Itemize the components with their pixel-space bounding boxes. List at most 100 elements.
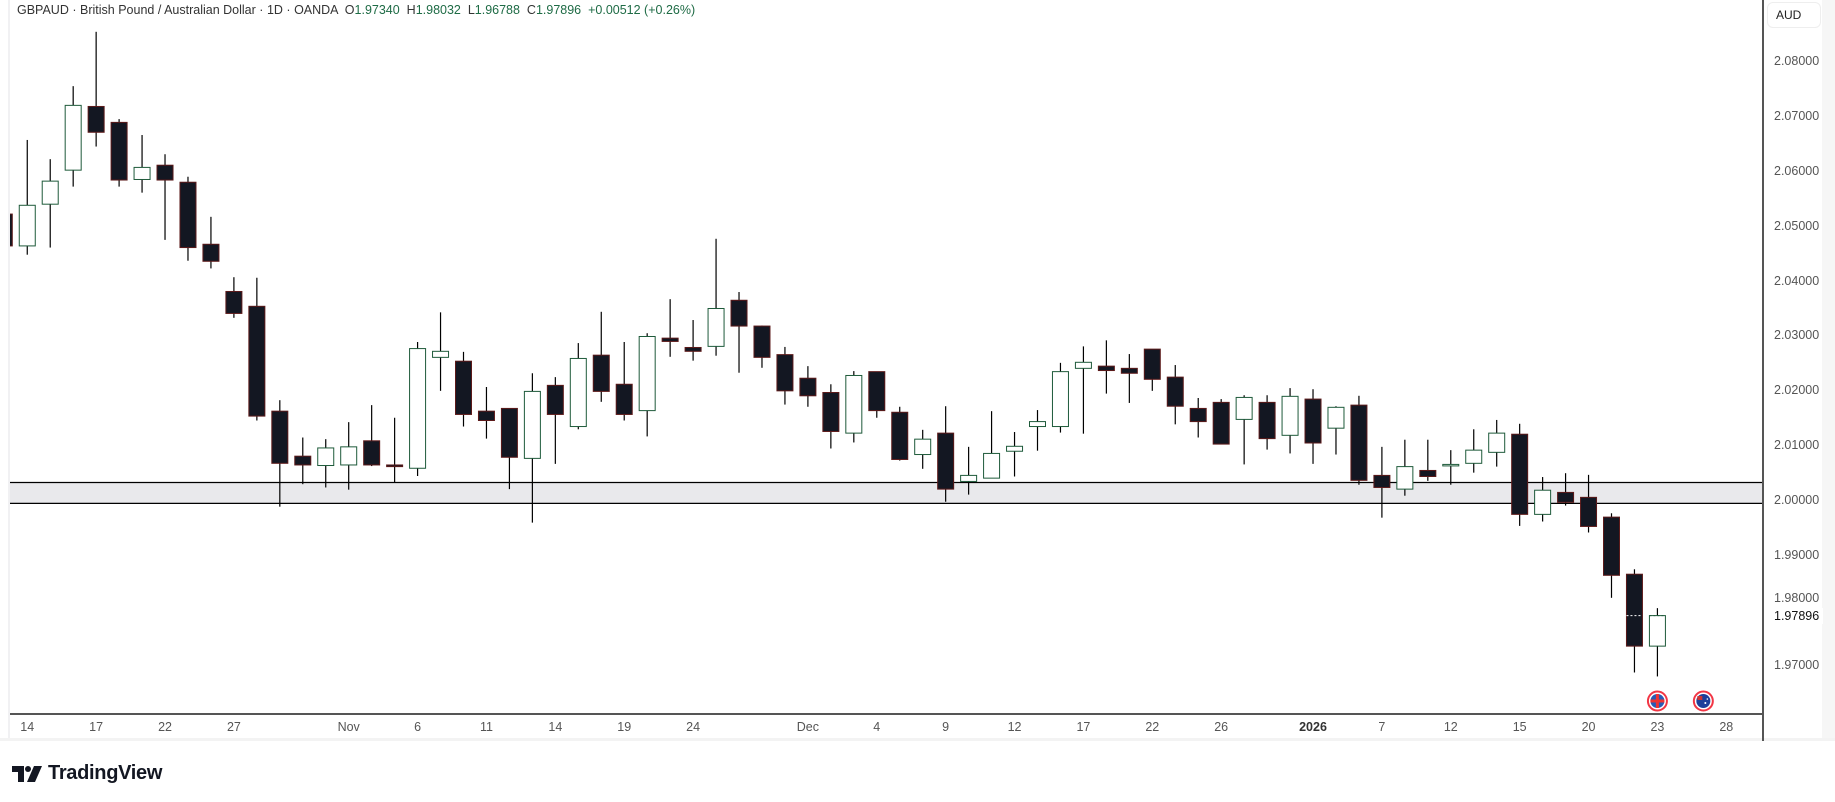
time-axis-label: 7 bbox=[1378, 720, 1386, 734]
left-edge bbox=[8, 0, 10, 741]
bullish-candle[interactable] bbox=[1235, 396, 1253, 420]
bearish-candle[interactable] bbox=[891, 411, 909, 460]
bullish-candle[interactable] bbox=[409, 348, 427, 469]
bearish-candle[interactable] bbox=[615, 383, 633, 415]
bearish-candle[interactable] bbox=[156, 164, 174, 181]
bullish-candle[interactable] bbox=[1534, 489, 1552, 515]
bearish-candle[interactable] bbox=[1258, 401, 1276, 440]
right-strip bbox=[1822, 0, 1835, 741]
bullish-candle[interactable] bbox=[523, 390, 541, 459]
bearish-candle[interactable] bbox=[294, 455, 312, 466]
bearish-candle[interactable] bbox=[477, 410, 495, 421]
bullish-candle[interactable] bbox=[707, 307, 725, 347]
bullish-candle[interactable] bbox=[960, 474, 978, 482]
bearish-candle[interactable] bbox=[661, 337, 679, 342]
bearish-candle[interactable] bbox=[1189, 407, 1207, 423]
bullish-candle[interactable] bbox=[638, 335, 656, 412]
currency-button[interactable]: AUD bbox=[1767, 2, 1821, 28]
bearish-candle[interactable] bbox=[1580, 496, 1598, 527]
bullish-candle[interactable] bbox=[983, 452, 1001, 479]
bearish-candle[interactable] bbox=[1304, 398, 1322, 444]
bearish-candle[interactable] bbox=[500, 407, 518, 458]
bullish-candle[interactable] bbox=[432, 350, 450, 358]
open-label: O bbox=[344, 3, 355, 17]
bearish-candle[interactable] bbox=[684, 346, 702, 352]
bullish-candle[interactable] bbox=[41, 180, 59, 205]
bullish-candle[interactable] bbox=[1327, 406, 1345, 429]
bearish-candle[interactable] bbox=[1557, 491, 1575, 503]
bearish-candle[interactable] bbox=[179, 181, 197, 249]
bearish-candle[interactable] bbox=[0, 213, 13, 247]
bearish-candle[interactable] bbox=[1143, 348, 1161, 380]
bullish-candle[interactable] bbox=[1488, 432, 1506, 453]
bearish-candle[interactable] bbox=[1166, 376, 1184, 407]
bearish-candle[interactable] bbox=[225, 290, 243, 314]
bearish-candle[interactable] bbox=[592, 354, 610, 392]
bullish-candle[interactable] bbox=[569, 357, 587, 428]
time-axis-label: 12 bbox=[1007, 720, 1022, 734]
bullish-candle[interactable] bbox=[1396, 466, 1414, 490]
bearish-candle[interactable] bbox=[776, 354, 794, 392]
price-axis-label: 1.98000 bbox=[1774, 590, 1820, 605]
time-axis-label: Dec bbox=[796, 720, 820, 734]
bullish-candle[interactable] bbox=[1442, 463, 1460, 467]
bullish-candle[interactable] bbox=[914, 438, 932, 456]
bullish-candle[interactable] bbox=[340, 446, 358, 466]
symbol-legend[interactable]: GBPAUD · British Pound / Australian Doll… bbox=[17, 3, 695, 17]
bullish-candle[interactable] bbox=[18, 204, 36, 247]
price-axis-label: 2.05000 bbox=[1774, 218, 1820, 233]
candlestick-chart[interactable] bbox=[0, 0, 1762, 713]
time-axis-label: 15 bbox=[1512, 720, 1527, 734]
low-value: 1.96788 bbox=[474, 3, 520, 17]
bearish-candle[interactable] bbox=[455, 360, 472, 415]
bearish-candle[interactable] bbox=[1097, 365, 1115, 372]
bearish-candle[interactable] bbox=[1419, 469, 1437, 477]
au-flag-union bbox=[1697, 696, 1703, 700]
price-axis-label: 2.07000 bbox=[1774, 108, 1820, 123]
time-axis-label: 14 bbox=[20, 720, 35, 734]
bearish-candle[interactable] bbox=[1373, 474, 1391, 488]
bearish-candle[interactable] bbox=[730, 299, 748, 327]
bearish-candle[interactable] bbox=[386, 464, 404, 468]
bearish-candle[interactable] bbox=[1625, 573, 1643, 647]
bullish-candle[interactable] bbox=[1029, 421, 1046, 428]
bullish-candle[interactable] bbox=[1074, 361, 1092, 369]
bearish-candle[interactable] bbox=[868, 371, 886, 412]
bearish-candle[interactable] bbox=[546, 384, 564, 415]
bearish-candle[interactable] bbox=[1511, 433, 1529, 515]
bearish-candle[interactable] bbox=[202, 243, 220, 262]
time-axis-label: 28 bbox=[1719, 720, 1734, 734]
bearish-candle[interactable] bbox=[753, 325, 771, 358]
bullish-candle[interactable] bbox=[317, 447, 335, 467]
bullish-candle[interactable] bbox=[64, 104, 82, 171]
high-value: 1.98032 bbox=[415, 3, 461, 17]
bullish-candle[interactable] bbox=[133, 166, 151, 180]
au-flag-star bbox=[1706, 698, 1709, 700]
bearish-candle[interactable] bbox=[937, 432, 955, 490]
bearish-candle[interactable] bbox=[87, 105, 105, 133]
bearish-candle[interactable] bbox=[110, 121, 128, 181]
chart-panel[interactable]: GBPAUD · British Pound / Australian Doll… bbox=[0, 0, 1835, 741]
bearish-candle[interactable] bbox=[271, 410, 289, 464]
uk-flag-cross bbox=[1655, 694, 1659, 708]
bearish-candle[interactable] bbox=[363, 440, 381, 466]
bullish-candle[interactable] bbox=[1648, 615, 1666, 647]
bullish-candle[interactable] bbox=[1281, 395, 1299, 436]
bullish-candle[interactable] bbox=[845, 374, 863, 434]
bearish-candle[interactable] bbox=[799, 377, 817, 397]
bullish-candle[interactable] bbox=[1051, 371, 1069, 428]
bearish-candle[interactable] bbox=[1120, 367, 1138, 374]
bottom-strip bbox=[0, 738, 1835, 741]
tradingview-logo[interactable]: TradingView bbox=[12, 762, 162, 785]
bearish-candle[interactable] bbox=[822, 391, 840, 432]
price-axis-label: 2.01000 bbox=[1774, 438, 1820, 453]
bearish-candle[interactable] bbox=[1350, 404, 1368, 481]
candles bbox=[0, 31, 1666, 677]
price-axis-label: 1.99000 bbox=[1774, 548, 1820, 562]
bullish-candle[interactable] bbox=[1006, 445, 1024, 452]
bearish-candle[interactable] bbox=[1603, 516, 1620, 576]
bearish-candle[interactable] bbox=[1212, 401, 1230, 445]
bearish-candle[interactable] bbox=[248, 305, 266, 417]
time-axis-label: 12 bbox=[1443, 720, 1458, 734]
bullish-candle[interactable] bbox=[1465, 449, 1483, 464]
